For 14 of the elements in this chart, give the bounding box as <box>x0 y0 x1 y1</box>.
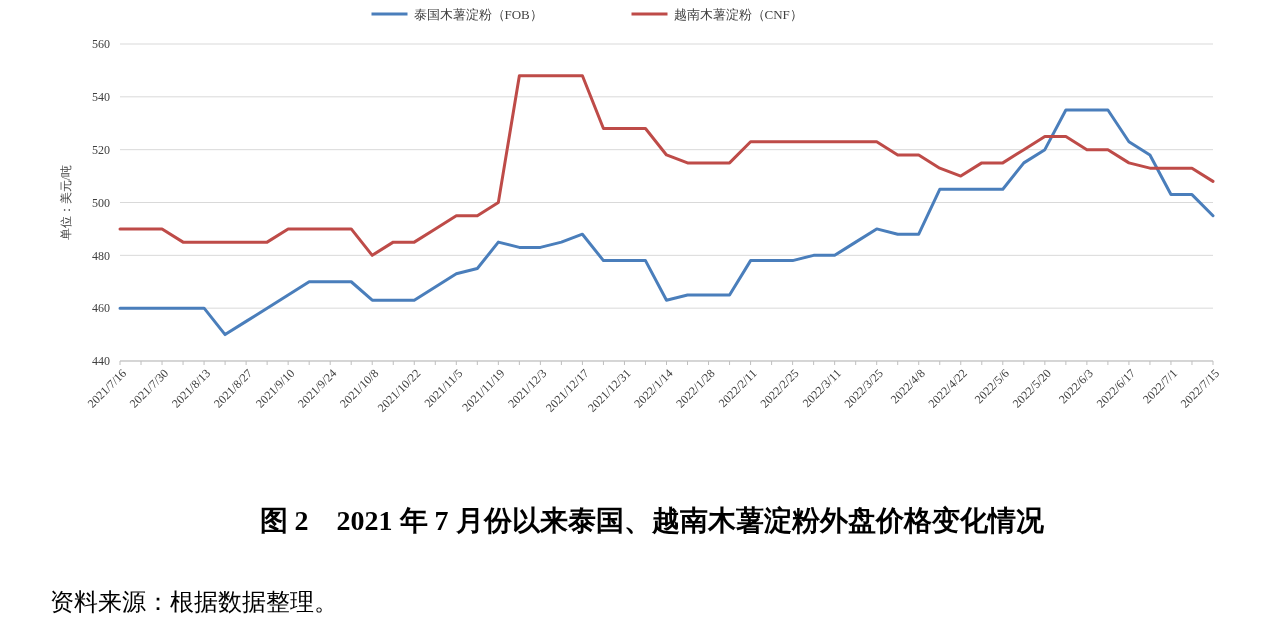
line-series <box>118 108 1215 337</box>
y-tick-label: 500 <box>92 195 110 210</box>
legend-label: 越南木薯淀粉（CNF） <box>673 6 803 22</box>
y-tick-label: 540 <box>92 90 110 105</box>
y-axis-title: 单位：美元/吨 <box>59 164 73 241</box>
y-tick-label: 460 <box>92 301 110 316</box>
y-tick-label: 480 <box>92 248 110 263</box>
text: 图 2 2021 年 7 月份以来泰国、越南木薯淀粉外盘价格变化情况 <box>259 505 1045 536</box>
y-tick-label: 440 <box>92 354 110 369</box>
line-series <box>118 74 1215 257</box>
y-tick-label: 560 <box>92 37 110 52</box>
y-tick-label: 520 <box>92 142 110 157</box>
legend-label: 泰国木薯淀粉（FOB） <box>413 6 543 22</box>
text: 资料来源：根据数据整理。 <box>50 589 338 615</box>
